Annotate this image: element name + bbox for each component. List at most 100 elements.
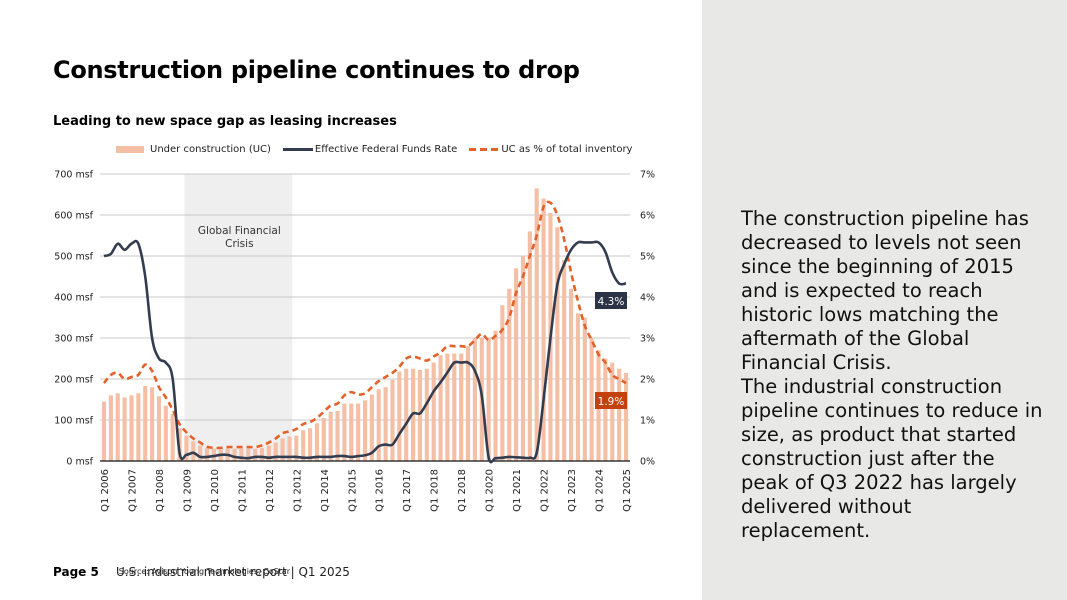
- bar-uc: [610, 362, 615, 461]
- x-tick-label: Q1 2018: [457, 469, 468, 512]
- x-tick-label: Q1 2007: [127, 469, 138, 512]
- bar-uc: [163, 405, 168, 461]
- bar-uc: [328, 411, 333, 461]
- bar-uc: [575, 313, 580, 461]
- x-tick-label: Q1 2008: [155, 469, 166, 512]
- bar-uc: [266, 445, 271, 461]
- chart: Global Financial Crisis 0 msf 0% 100 msf 1% 20…: [54, 170, 655, 512]
- bar-uc: [287, 436, 292, 461]
- bar-uc: [362, 400, 368, 461]
- x-tick-label: Q1 2006: [100, 469, 111, 512]
- x-tick-label: Q1 2024: [595, 469, 606, 512]
- side-panel: [702, 0, 1067, 600]
- legend-swatch-line: [282, 148, 313, 151]
- x-tick-label: Q1 2025: [622, 469, 633, 512]
- line-uc-pct: [102, 200, 627, 450]
- bar-uc: [541, 198, 546, 461]
- y-tick-label: 100 msf: [54, 416, 93, 427]
- chart-legend: Under construction (UC) Effective Federa…: [116, 144, 644, 155]
- annotation-fed-rate-value: 4.3%: [598, 296, 625, 308]
- bar-uc: [259, 447, 265, 461]
- y-tick-label: 400 msf: [54, 293, 93, 304]
- bar-uc: [438, 355, 443, 461]
- bar-uc: [198, 445, 203, 461]
- legend-label: Under construction (UC): [150, 144, 271, 155]
- bar-uc: [335, 410, 340, 461]
- y2-tick-label: 7%: [640, 170, 655, 181]
- bar-uc: [424, 368, 429, 461]
- legend-label: Effective Federal Funds Rate: [314, 144, 458, 155]
- bar-uc: [253, 448, 258, 461]
- bar-uc: [356, 403, 361, 461]
- legend-item-uc: Under construction (UC): [116, 144, 271, 155]
- y2-tick-label: 4%: [640, 293, 655, 304]
- bar-uc: [191, 441, 196, 461]
- y2-tick-label: 2%: [640, 375, 655, 386]
- bar-uc: [376, 389, 381, 461]
- bar-uc: [390, 379, 395, 461]
- bar-uc: [486, 338, 491, 461]
- page-number: Page 5: [53, 565, 99, 579]
- bar-uc: [321, 417, 326, 461]
- y2-tick-label: 5%: [640, 252, 655, 263]
- y-tick-label: 0 msf: [66, 457, 93, 468]
- bar-uc: [445, 353, 450, 461]
- bar-uc: [472, 338, 477, 461]
- y-tick-label: 700 msf: [54, 170, 93, 181]
- gfc-label: Global Financial Crisis: [198, 225, 281, 250]
- y-tick-label: 600 msf: [54, 211, 93, 222]
- bar-uc: [156, 396, 162, 461]
- annotation-uc-pct-box: [595, 392, 627, 409]
- gfc-shaded-region: [184, 174, 293, 461]
- y-tick-label: 300 msf: [54, 334, 93, 345]
- bar-uc: [239, 448, 244, 461]
- bar-uc: [555, 227, 560, 461]
- bar-uc: [623, 372, 629, 461]
- bar-uc: [431, 362, 436, 461]
- chart-subtitle: Leading to new space gap as leasing incr…: [53, 114, 397, 129]
- bar-uc: [136, 393, 141, 461]
- x-tick-label: Q1 2020: [485, 469, 496, 512]
- side-paragraph-2: The industrial construction pipeline con…: [741, 375, 1043, 542]
- bar-uc: [314, 423, 319, 461]
- bar-uc: [603, 358, 608, 461]
- annotation-fed-rate-box: [595, 292, 627, 309]
- bar-uc: [582, 317, 587, 461]
- y2-tick-label: 1%: [640, 416, 655, 427]
- line-fed-rate: [103, 239, 627, 464]
- x-tick-label: Q1 2014: [320, 469, 331, 512]
- bar-uc: [184, 435, 189, 461]
- x-tick-label: Q1 2012: [292, 469, 303, 512]
- bar-uc: [204, 447, 210, 461]
- annotation-uc-pct-value: 1.9%: [598, 396, 625, 408]
- side-paragraph-1: The construction pipeline has decreased …: [741, 207, 1029, 374]
- x-tick-label: Q1 2023: [567, 469, 578, 512]
- bar-uc: [520, 256, 526, 461]
- legend-label: UC as % of total inventory: [501, 144, 633, 155]
- bar-uc: [369, 394, 374, 461]
- bar-uc: [500, 305, 505, 461]
- bar-uc: [143, 385, 148, 461]
- legend-item-fed-rate: Effective Federal Funds Rate: [282, 144, 458, 155]
- x-tick-label: Q1 2012: [265, 469, 276, 512]
- bar-uc: [417, 369, 423, 461]
- x-tick-label: Q1 2018: [430, 469, 441, 512]
- y2-tick-label: 6%: [640, 211, 655, 222]
- y2-tick-label: 0%: [640, 457, 655, 468]
- bar-uc: [493, 330, 498, 461]
- x-tick-label: Q1 2022: [540, 469, 551, 512]
- bar-uc: [459, 353, 464, 461]
- report-name: U.S. industrial market report | Q1 2025: [116, 565, 350, 579]
- bar-uc: [307, 428, 313, 461]
- legend-swatch-dashed: [469, 148, 500, 151]
- bar-uc: [589, 338, 594, 461]
- bar-uc: [115, 393, 120, 461]
- bar-uc: [514, 268, 519, 461]
- bar-uc: [342, 403, 347, 461]
- bar-uc: [122, 397, 127, 461]
- bar-uc: [397, 371, 402, 461]
- x-tick-label: Q1 2021: [512, 469, 523, 512]
- bar-uc: [507, 288, 512, 461]
- y2-tick-label: 3%: [640, 334, 655, 345]
- y-tick-label: 500 msf: [54, 252, 93, 263]
